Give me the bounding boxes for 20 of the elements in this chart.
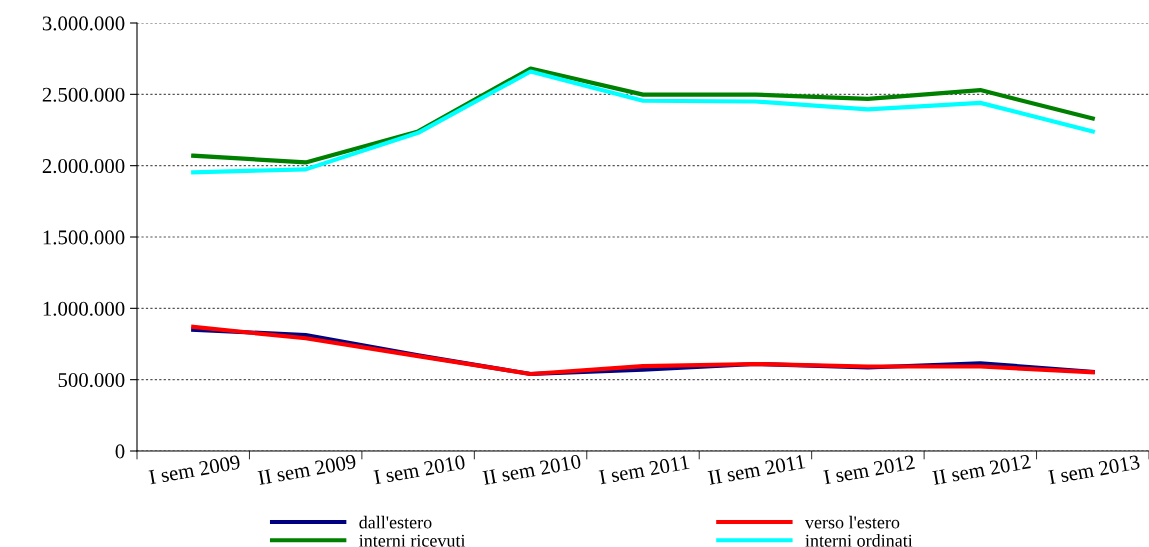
- x-tick-label: II sem 2012: [932, 454, 1031, 486]
- x-tick-label: II sem 2009: [257, 454, 357, 486]
- legend-label: interni ordinati: [805, 534, 913, 547]
- y-tick-label: 3.000.000: [42, 16, 125, 31]
- x-tick-label: I sem 2009: [148, 454, 241, 485]
- y-tick-label: 2.500.000: [42, 87, 125, 102]
- x-tick-label: II sem 2011: [707, 454, 806, 485]
- x-tick-label: I sem 2010: [373, 454, 466, 485]
- y-tick-label: 1.500.000: [43, 230, 125, 245]
- y-tick-label: 0: [115, 444, 125, 459]
- x-tick-label: I sem 2011: [598, 454, 690, 485]
- y-tick-label: 500.000: [58, 373, 125, 388]
- y-tick-label: 1.000.000: [43, 301, 125, 316]
- x-tick-label: I sem 2013: [1048, 454, 1141, 485]
- legend-label: interni ricevuti: [359, 534, 466, 547]
- x-tick-label: II sem 2010: [482, 454, 582, 486]
- y-tick-label: 2.000.000: [42, 159, 125, 174]
- legend-label: verso l'estero: [804, 515, 900, 529]
- x-tick-label: I sem 2012: [823, 454, 915, 485]
- legend-label: dall'estero: [359, 515, 432, 529]
